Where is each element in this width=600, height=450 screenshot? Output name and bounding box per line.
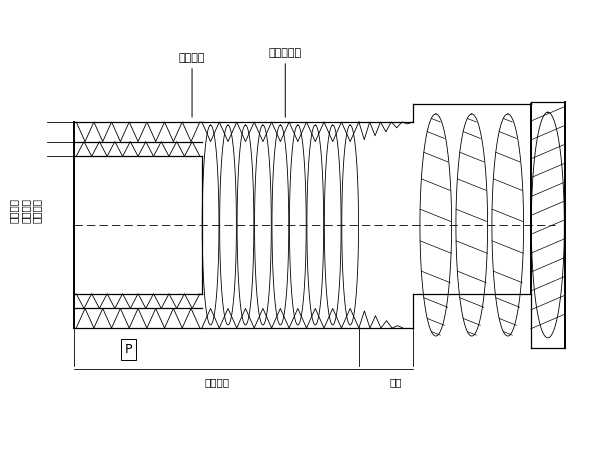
Text: 螺尾: 螺尾 xyxy=(389,377,402,387)
Text: 螺纹大径: 螺纹大径 xyxy=(8,198,19,223)
Text: 螺纹小径: 螺纹小径 xyxy=(32,198,42,223)
Text: 不完整螺纹: 不完整螺纹 xyxy=(269,48,302,117)
Text: 有效螺纹: 有效螺纹 xyxy=(204,377,229,387)
Text: P: P xyxy=(124,343,132,356)
Text: 螺纹中径: 螺纹中径 xyxy=(20,198,30,223)
Text: 完整螺纹: 完整螺纹 xyxy=(179,53,205,117)
